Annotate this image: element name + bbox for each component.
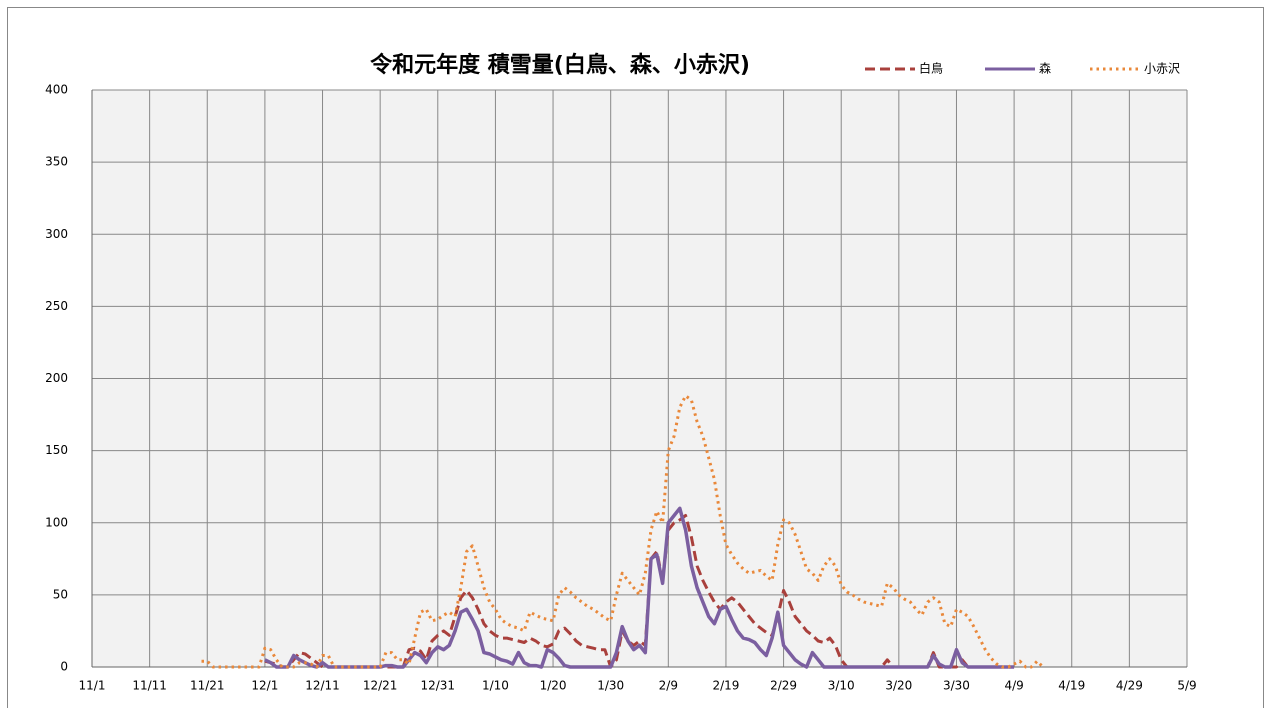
y-tick-label: 100	[45, 515, 68, 529]
x-tick-label: 1/20	[540, 679, 567, 693]
x-tick-label: 12/31	[420, 679, 455, 693]
x-tick-label: 3/30	[943, 679, 970, 693]
x-tick-label: 2/19	[712, 679, 739, 693]
x-tick-label: 4/29	[1116, 679, 1143, 693]
x-tick-label: 5/9	[1177, 679, 1196, 693]
x-tick-label: 1/10	[482, 679, 509, 693]
x-tick-label: 2/9	[659, 679, 678, 693]
x-tick-label: 12/11	[305, 679, 340, 693]
y-tick-label: 0	[60, 660, 68, 674]
x-tick-label: 12/1	[251, 679, 278, 693]
x-tick-label: 12/21	[363, 679, 398, 693]
x-tick-label: 4/19	[1058, 679, 1085, 693]
y-tick-label: 300	[45, 227, 68, 241]
x-tick-label: 11/21	[190, 679, 225, 693]
series-line	[201, 394, 1044, 669]
legend-label: 白鳥	[919, 61, 943, 76]
y-tick-label: 350	[45, 155, 68, 169]
x-tick-label: 11/11	[132, 679, 167, 693]
y-tick-label: 250	[45, 299, 68, 313]
x-tick-label: 2/29	[770, 679, 797, 693]
y-tick-label: 400	[45, 83, 68, 97]
y-tick-label: 150	[45, 443, 68, 457]
x-tick-label: 4/9	[1004, 679, 1023, 693]
x-tick-label: 1/30	[597, 679, 624, 693]
y-tick-label: 50	[53, 587, 68, 601]
x-tick-label: 11/1	[79, 679, 106, 693]
series-line	[264, 506, 1015, 669]
x-tick-label: 3/20	[885, 679, 912, 693]
x-tick-label: 3/10	[828, 679, 855, 693]
legend-label: 森	[1039, 61, 1051, 76]
y-tick-label: 200	[45, 371, 68, 385]
legend-label: 小赤沢	[1144, 62, 1180, 76]
chart-title: 令和元年度 積雪量(白鳥、森、小赤沢)	[370, 52, 750, 78]
